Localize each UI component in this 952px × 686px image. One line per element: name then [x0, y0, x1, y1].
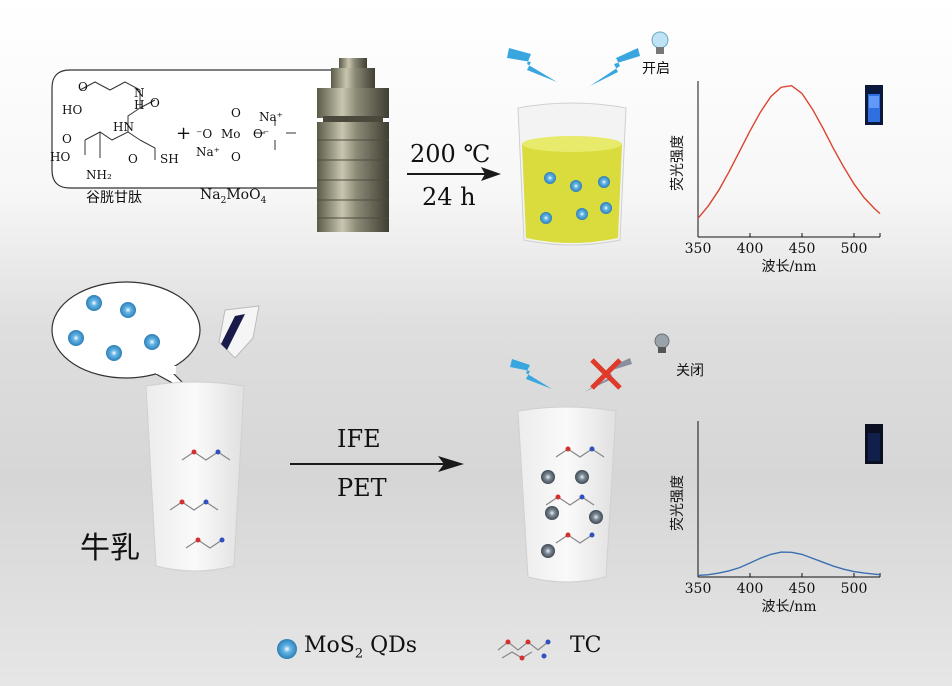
mechanism-ife: IFE — [337, 425, 381, 453]
chem-na-top: Na⁺ — [259, 110, 283, 124]
chem-mo-o1: ⁻O — [196, 127, 213, 141]
duration-label: 24 h — [422, 183, 476, 211]
x-tick-label: 350 — [685, 581, 712, 597]
chem-mo: Mo — [221, 127, 241, 141]
chem-o-bottom: O — [62, 132, 72, 146]
chem-sh: SH — [160, 152, 179, 166]
milk-glass-left — [145, 381, 245, 572]
x-tick-label: 450 — [789, 581, 816, 597]
peptide-name: 谷胱甘肽 — [86, 190, 142, 206]
chem-o-mid: O — [150, 96, 160, 110]
uv-lightning-icon — [507, 48, 557, 82]
x-axis-label: 波长/nm — [761, 599, 816, 615]
chem-o-top: O — [78, 80, 88, 94]
x-tick-label: 500 — [841, 241, 868, 257]
chem-mo-o-top: O — [231, 106, 241, 120]
lamp-on-label: 开启 — [642, 61, 670, 77]
chem-o-right: O — [128, 152, 138, 166]
legend-qd-icon — [277, 639, 297, 659]
sample-label: 牛乳 — [80, 531, 140, 566]
salt-name: Na2MoO4 — [200, 187, 267, 206]
lamp-off-label: 关闭 — [676, 363, 704, 379]
emission-curve — [697, 84, 881, 219]
chem-ho-bottom: HO — [50, 150, 71, 164]
chem-mo-o2: O⁻ — [253, 127, 270, 141]
pouring-vial-icon — [218, 305, 260, 359]
blocked-emission-icon — [584, 358, 632, 392]
lamp-on-icon — [651, 31, 669, 54]
legend-tc-icon — [497, 639, 551, 661]
y-axis-label: 荧光强度 — [669, 475, 686, 531]
fluorescence-chart-on: 350 400 450 500 波长/nm 荧光强度 — [669, 81, 881, 275]
beaker-solution — [517, 102, 627, 246]
x-tick-label: 500 — [841, 581, 868, 597]
cuvette-dark-icon — [865, 424, 883, 464]
chem-na-bottom: Na⁺ — [196, 145, 220, 159]
emission-curve — [697, 551, 881, 577]
milk-glass-right — [517, 406, 617, 583]
autoclave-image — [317, 58, 389, 232]
x-tick-label: 350 — [685, 241, 712, 257]
fluorescence-chart-off: 350 400 450 500 波长/nm 荧光强度 — [669, 421, 881, 615]
chem-hn: HN — [113, 120, 134, 134]
mechanism-pet: PET — [337, 474, 387, 502]
chem-h1: H — [134, 98, 145, 112]
chem-mo-o-bottom: O — [231, 150, 241, 164]
uv-lightning-icon-right — [590, 48, 640, 86]
x-tick-label: 400 — [737, 581, 764, 597]
lamp-off-icon — [654, 333, 670, 353]
x-tick-label: 400 — [737, 241, 764, 257]
reaction-arrow — [407, 167, 501, 181]
temperature-label: 200 ℃ — [410, 140, 491, 168]
cuvette-glow-icon — [865, 85, 883, 125]
mechanism-arrow — [290, 456, 464, 472]
plus-sign: + — [176, 123, 192, 144]
chem-n1: N — [134, 86, 145, 100]
uv-lightning-icon-bottom — [510, 359, 552, 389]
x-axis-label: 波长/nm — [761, 259, 816, 275]
x-tick-label: 450 — [789, 241, 816, 257]
legend-qd-label: MoS2 QDs — [304, 633, 418, 662]
chem-ho-top: HO — [62, 103, 83, 117]
y-axis-label: 荧光强度 — [669, 135, 686, 191]
legend-tc-label: TC — [570, 633, 602, 658]
chem-nh2: NH₂ — [86, 168, 112, 182]
